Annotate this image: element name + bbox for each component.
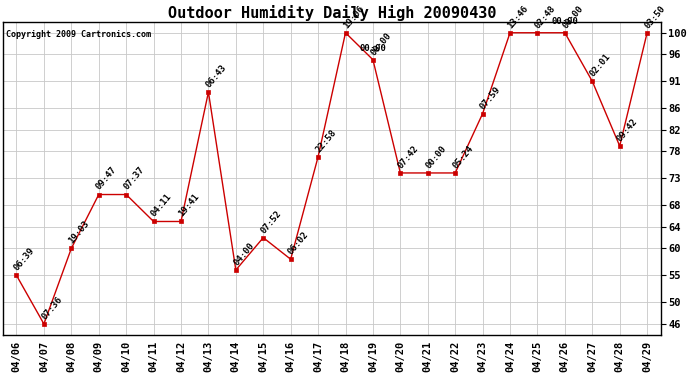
Text: Copyright 2009 Cartronics.com: Copyright 2009 Cartronics.com [6,30,151,39]
Text: 06:39: 06:39 [12,246,37,273]
Text: 00:00: 00:00 [424,144,448,170]
Text: 00:00: 00:00 [359,44,386,53]
Text: 07:36: 07:36 [40,295,64,321]
Text: 22:58: 22:58 [314,128,338,154]
Text: 00:00: 00:00 [551,17,578,26]
Text: 02:01: 02:01 [588,52,612,78]
Text: 04:11: 04:11 [150,192,174,219]
Text: 06:43: 06:43 [204,63,228,89]
Text: 19:41: 19:41 [177,192,201,219]
Text: 00:00: 00:00 [561,4,585,30]
Text: 04:00: 04:00 [232,241,256,267]
Text: 19:03: 19:03 [67,219,91,246]
Text: 09:47: 09:47 [95,165,119,192]
Text: 09:42: 09:42 [615,117,640,143]
Text: 07:52: 07:52 [259,209,284,235]
Text: 03:50: 03:50 [643,4,667,30]
Text: 07:59: 07:59 [478,84,502,111]
Text: 06:02: 06:02 [286,230,310,256]
Text: 07:37: 07:37 [122,165,146,192]
Text: 00:00: 00:00 [369,31,393,57]
Title: Outdoor Humidity Daily High 20090430: Outdoor Humidity Daily High 20090430 [168,5,496,21]
Text: 13:46: 13:46 [506,4,530,30]
Text: 05:24: 05:24 [451,144,475,170]
Text: 07:42: 07:42 [396,144,420,170]
Text: 02:48: 02:48 [533,4,558,30]
Text: 19:06: 19:06 [342,4,366,30]
